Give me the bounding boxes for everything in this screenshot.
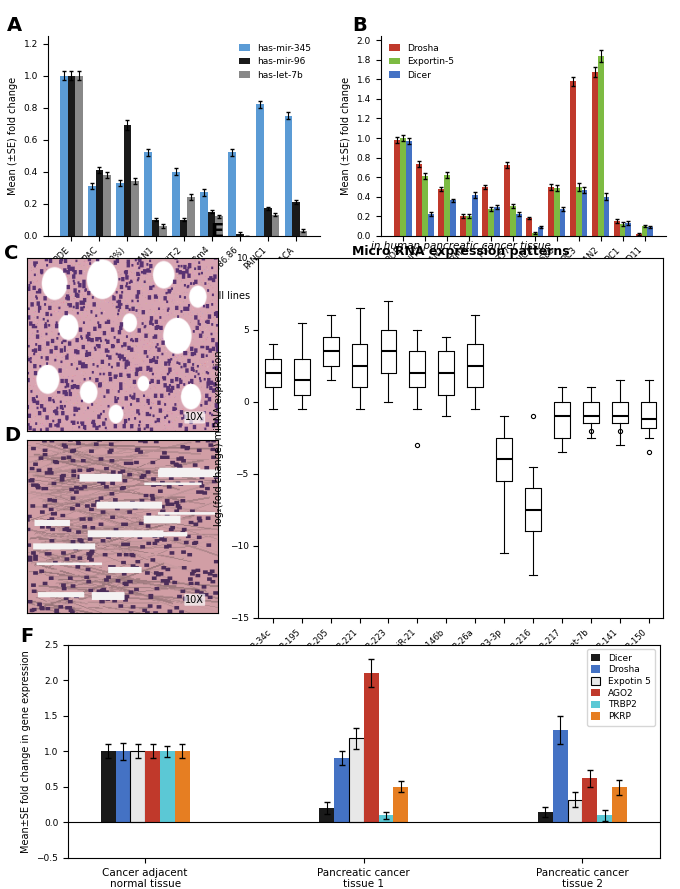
Bar [597, 815, 612, 822]
Text: A: A [7, 15, 22, 35]
Bar [581, 189, 588, 236]
Legend: Dicer, Drosha, Expotin 5, AGO2, TRBP2, PKRP: Dicer, Drosha, Expotin 5, AGO2, TRBP2, P… [587, 649, 655, 725]
Bar [292, 202, 300, 236]
X-axis label: Pancreatic Cancer cell lines: Pancreatic Cancer cell lines [456, 285, 591, 295]
Bar [208, 212, 216, 236]
Bar [472, 195, 477, 236]
Bar [568, 799, 583, 822]
Bar [449, 200, 456, 236]
Bar [228, 152, 236, 236]
Bar [124, 125, 131, 236]
Text: E: E [210, 221, 223, 241]
Bar [560, 209, 566, 236]
Bar [216, 216, 223, 236]
Y-axis label: log₂(fold change) miRNA expression: log₂(fold change) miRNA expression [214, 350, 224, 525]
Bar [172, 172, 180, 236]
Bar [636, 234, 641, 236]
Text: B: B [352, 15, 367, 35]
Bar [379, 815, 393, 822]
Bar [438, 188, 443, 236]
Bar [116, 183, 124, 236]
Bar [612, 788, 627, 822]
Bar [175, 751, 190, 822]
Bar [131, 751, 145, 822]
Bar [256, 104, 264, 236]
Bar [547, 187, 554, 236]
Y-axis label: Mean (±SE) fold change: Mean (±SE) fold change [8, 76, 18, 195]
Bar [300, 231, 307, 236]
Bar [180, 220, 188, 236]
Bar [422, 176, 428, 236]
Y-axis label: Mean±SE fold change in gene expression: Mean±SE fold change in gene expression [21, 650, 31, 853]
Bar [575, 187, 581, 236]
Bar [159, 226, 167, 236]
Bar [349, 739, 364, 822]
Bar [271, 215, 279, 236]
Bar [443, 175, 449, 236]
Bar [532, 233, 538, 236]
Bar [101, 751, 116, 822]
Bar [570, 82, 575, 236]
Bar [406, 141, 411, 236]
Text: in human pancreatic cancer tissue: in human pancreatic cancer tissue [371, 241, 551, 251]
Bar [160, 751, 175, 822]
Bar [619, 224, 626, 236]
Bar [509, 206, 515, 236]
Bar [526, 218, 532, 236]
Legend: Drosha, Exportin-5, Dicer: Drosha, Exportin-5, Dicer [386, 40, 458, 84]
Bar [284, 116, 292, 236]
Bar [538, 812, 553, 822]
Bar [103, 175, 111, 236]
Bar [538, 227, 543, 236]
Bar [201, 192, 208, 236]
Title: Micro RNA expression patterns: Micro RNA expression patterns [352, 244, 570, 258]
Bar [553, 730, 568, 822]
Bar [641, 226, 647, 236]
Text: 10X: 10X [186, 412, 204, 422]
Bar [335, 758, 349, 822]
Bar [394, 140, 400, 236]
Bar [131, 181, 139, 236]
Bar [394, 787, 408, 822]
Bar [236, 234, 243, 236]
Bar [364, 673, 379, 822]
Bar [428, 214, 434, 236]
Bar [264, 208, 271, 236]
Bar [144, 152, 152, 236]
Bar [75, 76, 83, 236]
Bar [67, 76, 75, 236]
Bar [400, 138, 406, 236]
Text: C: C [4, 244, 19, 263]
Bar [188, 197, 195, 236]
Bar [504, 165, 509, 236]
Bar [466, 216, 472, 236]
Bar [598, 56, 604, 236]
Bar [481, 187, 488, 236]
Bar [460, 216, 466, 236]
Bar [494, 207, 500, 236]
Bar [613, 221, 619, 236]
Bar [626, 223, 632, 236]
Bar [116, 751, 131, 822]
Y-axis label: Mean (±SE) fold change: Mean (±SE) fold change [341, 76, 351, 195]
Text: D: D [4, 426, 20, 445]
Bar [592, 72, 598, 236]
Bar [554, 188, 560, 236]
Text: F: F [20, 628, 34, 646]
Bar [604, 196, 609, 236]
Bar [647, 227, 653, 236]
Bar [60, 76, 67, 236]
X-axis label: Pancreatic cancer cell lines: Pancreatic cancer cell lines [117, 292, 250, 301]
Bar [145, 751, 160, 822]
Text: 10X: 10X [186, 595, 204, 605]
Bar [488, 209, 494, 236]
Bar [152, 220, 159, 236]
Bar [96, 170, 103, 236]
Bar [583, 778, 597, 822]
Bar [320, 808, 335, 822]
Bar [415, 164, 422, 236]
Bar [88, 186, 96, 236]
Legend: has-mir-345, has-mir-96, has-let-7b: has-mir-345, has-mir-96, has-let-7b [236, 40, 315, 84]
Bar [515, 214, 522, 236]
